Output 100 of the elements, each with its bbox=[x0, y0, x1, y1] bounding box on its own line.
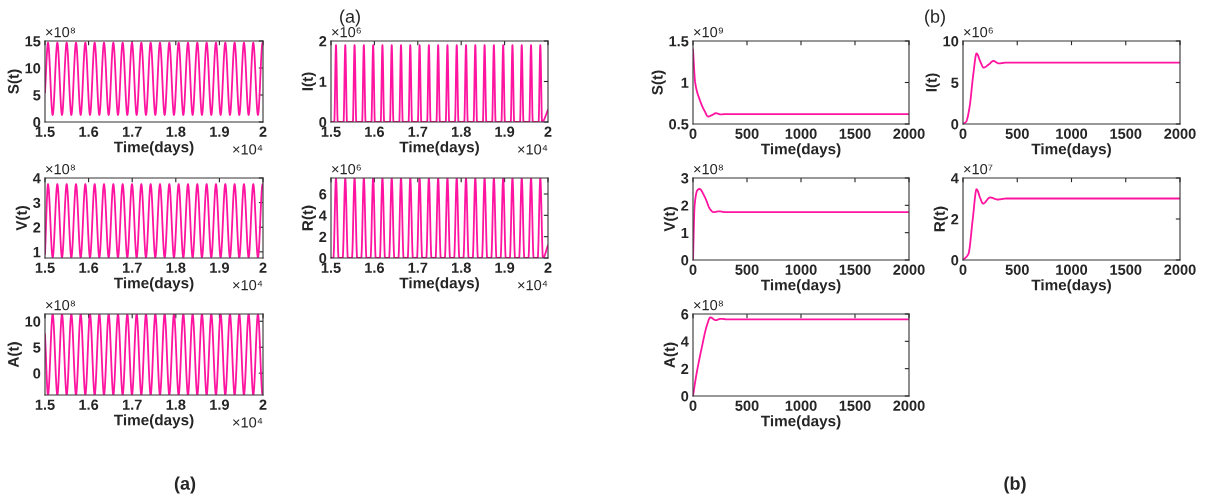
x-tick-label: 1.6 bbox=[79, 399, 99, 410]
text: ×10⁴ bbox=[233, 279, 263, 291]
y-tick-label: 15 bbox=[25, 36, 41, 47]
x-tick-label: 1.6 bbox=[365, 126, 385, 137]
y-tick-label: 4 bbox=[680, 336, 689, 347]
y-tick-label: 6 bbox=[319, 189, 327, 200]
x-tick-label: 500 bbox=[1005, 264, 1029, 275]
y-axis-title: A(t) bbox=[7, 342, 22, 368]
y-axis-title: S(t) bbox=[7, 69, 22, 94]
y-tick-label: 1 bbox=[681, 77, 689, 88]
text: ×10⁴ bbox=[518, 279, 548, 291]
y-axis-title: A(t) bbox=[663, 342, 678, 368]
x-tick-label: 0 bbox=[689, 128, 697, 139]
x-axis-title: Time(days) bbox=[1031, 279, 1111, 294]
y-tick-label: 3 bbox=[33, 197, 41, 209]
x-axis-title: Time(days) bbox=[760, 143, 841, 158]
x-tick-label: 2000 bbox=[893, 400, 925, 411]
y-tick-label: 0 bbox=[319, 253, 327, 264]
x-tick-label: 1500 bbox=[1110, 128, 1142, 139]
y-tick-label: 4 bbox=[950, 173, 959, 184]
x-tick-label: 1.8 bbox=[166, 262, 186, 273]
x-axis-title: Time(days) bbox=[760, 415, 841, 430]
y-axis-title: V(t) bbox=[663, 207, 678, 232]
x-tick-label: 2000 bbox=[1164, 264, 1196, 275]
x-tick-label: 2 bbox=[544, 262, 552, 273]
y-tick-label: 0 bbox=[681, 391, 689, 402]
y-axis-title: V(t) bbox=[15, 206, 30, 231]
text: (a) bbox=[174, 476, 196, 494]
x-tick-label: 2 bbox=[259, 126, 267, 137]
text: ×10⁸ bbox=[694, 299, 724, 311]
x-axis-title: Time(days) bbox=[113, 141, 194, 156]
y-tick-label: 2 bbox=[319, 231, 327, 242]
y-axis-title: I(t) bbox=[301, 72, 316, 91]
text: (b) bbox=[925, 9, 945, 27]
x-tick-label: 0 bbox=[689, 264, 697, 275]
text: ×10⁴ bbox=[233, 144, 263, 155]
x-tick-label: 1.7 bbox=[122, 262, 142, 273]
x-axis-title: Time(days) bbox=[1031, 143, 1111, 158]
x-tick-label: 1.7 bbox=[122, 399, 142, 410]
y-tick-label: 0.5 bbox=[669, 119, 689, 130]
y-tick-label: 3 bbox=[681, 173, 689, 184]
x-tick-label: 1.9 bbox=[495, 262, 515, 273]
y-tick-label: 5 bbox=[33, 342, 41, 353]
x-tick-label: 2 bbox=[259, 262, 267, 273]
y-tick-label: 2 bbox=[33, 222, 41, 233]
x-tick-label: 2000 bbox=[1164, 128, 1196, 139]
x-tick-label: 2000 bbox=[893, 264, 925, 275]
y-axis-title: I(t) bbox=[925, 73, 940, 92]
text: (a) bbox=[340, 9, 360, 27]
x-tick-label: 1500 bbox=[839, 128, 871, 139]
x-tick-label: 0 bbox=[959, 128, 967, 139]
x-tick-label: 1.9 bbox=[210, 126, 229, 137]
y-tick-label: 10 bbox=[943, 36, 959, 47]
text: ×10⁸ bbox=[46, 299, 76, 311]
text: ×10⁶ bbox=[964, 26, 993, 38]
y-axis-title: S(t) bbox=[651, 70, 666, 95]
x-axis-title: Time(days) bbox=[399, 277, 479, 292]
x-tick-label: 1.9 bbox=[210, 262, 229, 273]
y-tick-label: 0 bbox=[951, 119, 959, 130]
x-tick-label: 1.8 bbox=[166, 126, 186, 137]
y-tick-label: 0 bbox=[319, 117, 327, 128]
y-tick-label: 10 bbox=[25, 316, 41, 327]
x-tick-label: 1.9 bbox=[210, 399, 229, 410]
x-axis-title: Time(days) bbox=[399, 141, 479, 156]
x-tick-label: 1500 bbox=[839, 264, 871, 275]
y-tick-label: 10 bbox=[25, 63, 41, 74]
text: ×10⁸ bbox=[694, 163, 724, 175]
y-tick-label: 5 bbox=[951, 77, 959, 88]
y-tick-label: 0 bbox=[681, 255, 689, 266]
text: ×10⁸ bbox=[46, 26, 76, 38]
x-tick-label: 1.7 bbox=[122, 126, 142, 137]
y-tick-label: 1.5 bbox=[669, 36, 689, 47]
x-axis-title: Time(days) bbox=[760, 279, 841, 294]
x-tick-label: 500 bbox=[735, 128, 759, 139]
text: ×10⁶ bbox=[332, 163, 361, 175]
text: ×10⁴ bbox=[233, 417, 263, 428]
y-tick-label: 1 bbox=[33, 247, 41, 258]
x-axis-title: Time(days) bbox=[113, 277, 194, 292]
y-tick-label: 0 bbox=[33, 368, 41, 379]
x-tick-label: 1.6 bbox=[79, 262, 99, 273]
y-axis-title: R(t) bbox=[301, 205, 316, 231]
text: (b) bbox=[1004, 476, 1026, 494]
y-tick-label: 2 bbox=[681, 200, 689, 211]
text: ×10⁶ bbox=[332, 26, 361, 38]
y-tick-label: 2 bbox=[681, 363, 689, 374]
y-tick-label: 2 bbox=[951, 214, 959, 225]
x-tick-label: 1.7 bbox=[408, 126, 428, 137]
x-tick-label: 2 bbox=[544, 126, 552, 137]
x-tick-label: 2000 bbox=[893, 128, 925, 139]
x-tick-label: 500 bbox=[735, 264, 759, 275]
y-tick-label: 2 bbox=[319, 36, 327, 47]
x-tick-label: 1000 bbox=[785, 400, 817, 411]
x-tick-label: 0 bbox=[959, 264, 967, 275]
x-tick-label: 0 bbox=[689, 400, 697, 411]
x-tick-label: 1.6 bbox=[79, 126, 99, 137]
x-tick-label: 500 bbox=[735, 400, 759, 411]
text: ×10⁴ bbox=[518, 144, 548, 155]
y-tick-label: 0 bbox=[951, 255, 959, 266]
x-tick-label: 1.8 bbox=[451, 126, 471, 137]
x-tick-label: 1500 bbox=[839, 400, 871, 411]
